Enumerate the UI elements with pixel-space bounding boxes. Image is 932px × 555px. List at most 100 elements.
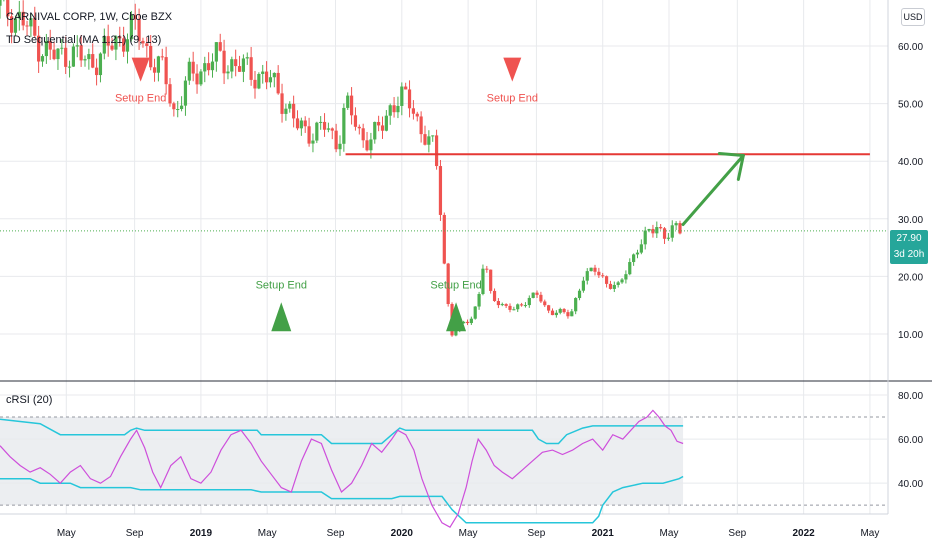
x-tick-label: 2021 [592, 528, 615, 539]
osc-y-tick-label: 80.00 [898, 391, 923, 402]
candle-body [504, 304, 508, 306]
candle-body [249, 57, 253, 80]
candle-body [253, 79, 257, 89]
osc-y-tick-label: 40.00 [898, 479, 923, 490]
candle-body [473, 306, 477, 319]
candle-body [454, 330, 458, 336]
y-tick-label: 40.00 [898, 157, 923, 168]
candle-body [566, 312, 570, 317]
candle-body [604, 276, 609, 284]
candle-body [218, 42, 222, 51]
candle-body [264, 71, 269, 83]
candle-body [21, 11, 25, 26]
candle-body [237, 66, 242, 72]
candle-body [423, 134, 427, 145]
x-tick-label: Sep [528, 528, 546, 539]
candle-body [404, 86, 408, 90]
candle-body [589, 267, 593, 272]
candle-body [234, 59, 238, 67]
candle-body [17, 11, 21, 19]
osc-y-tick-label: 60.00 [898, 435, 923, 446]
candle-body [13, 18, 18, 33]
candle-body [527, 297, 531, 306]
candle-body [373, 121, 377, 140]
candle-body [122, 38, 126, 52]
candle-body [71, 46, 76, 67]
candle-body [87, 54, 91, 60]
candle-body [230, 59, 234, 72]
candle-body [125, 39, 130, 52]
chart-title: CARNIVAL CORP, 1W, Cboe BZX [6, 11, 173, 23]
candle-body [226, 71, 230, 74]
candle-body [133, 14, 137, 20]
candle-body [222, 50, 226, 74]
candle-body [118, 36, 122, 39]
candle-body [574, 298, 578, 312]
candle-body [550, 310, 555, 316]
candle-body [554, 312, 558, 316]
candle-body [489, 269, 493, 291]
candle-body [268, 77, 273, 83]
x-tick-label: Sep [728, 528, 746, 539]
candle-body [280, 93, 284, 114]
candle-body [176, 109, 180, 111]
candle-body [203, 63, 207, 72]
x-tick-label: Sep [126, 528, 144, 539]
candle-body [261, 71, 265, 74]
setup-end-down-marker [503, 57, 522, 82]
candle-body [612, 284, 616, 289]
candle-body [601, 275, 605, 277]
candle-body [516, 304, 520, 310]
x-tick-label: 2020 [391, 528, 414, 539]
candle-body [512, 309, 516, 311]
candle-body [145, 43, 149, 46]
candle-body [388, 105, 392, 116]
candle-body [392, 105, 396, 113]
candle-body [442, 214, 446, 264]
candle-body [40, 56, 45, 62]
candle-body [577, 290, 582, 299]
candle-body [670, 225, 674, 238]
candle-body [585, 271, 589, 281]
candle-body [558, 308, 562, 313]
candle-body [164, 57, 168, 85]
candle-body [496, 301, 500, 306]
candle-body [98, 53, 103, 76]
setup-end-up-marker [271, 302, 292, 332]
x-tick-label: May [258, 528, 277, 539]
currency-button[interactable]: USD [901, 8, 925, 26]
candle-body [608, 283, 613, 289]
candle-body [377, 121, 381, 126]
candle-body [257, 73, 261, 89]
candle-body [179, 105, 184, 110]
candle-body [593, 267, 597, 272]
candle-body [674, 223, 678, 226]
candle-body [570, 311, 574, 317]
candle-body [94, 67, 99, 76]
candle-body [427, 136, 431, 145]
setup-end-label: Setup End [256, 279, 307, 291]
candle-body [349, 95, 354, 116]
candle-body [33, 18, 37, 36]
candle-body [338, 143, 342, 150]
x-tick-label: May [860, 528, 879, 539]
candle-body [137, 19, 141, 41]
candle-body [346, 95, 350, 108]
candle-body [199, 71, 203, 85]
candle-body [655, 227, 659, 234]
candle-body [141, 40, 145, 44]
candle-body [411, 108, 416, 114]
y-tick-label: 50.00 [898, 100, 923, 111]
candle-body [52, 49, 56, 60]
candle-body [311, 140, 315, 144]
crsi-legend: cRSI (20) [6, 394, 53, 406]
candle-body [431, 135, 435, 137]
candle-body [79, 45, 83, 61]
candle-body [91, 54, 95, 68]
x-tick-label: 2022 [792, 528, 815, 539]
candle-body [9, 16, 14, 33]
candle-body [214, 42, 218, 62]
candle-body [519, 304, 524, 306]
candle-body [469, 318, 473, 324]
